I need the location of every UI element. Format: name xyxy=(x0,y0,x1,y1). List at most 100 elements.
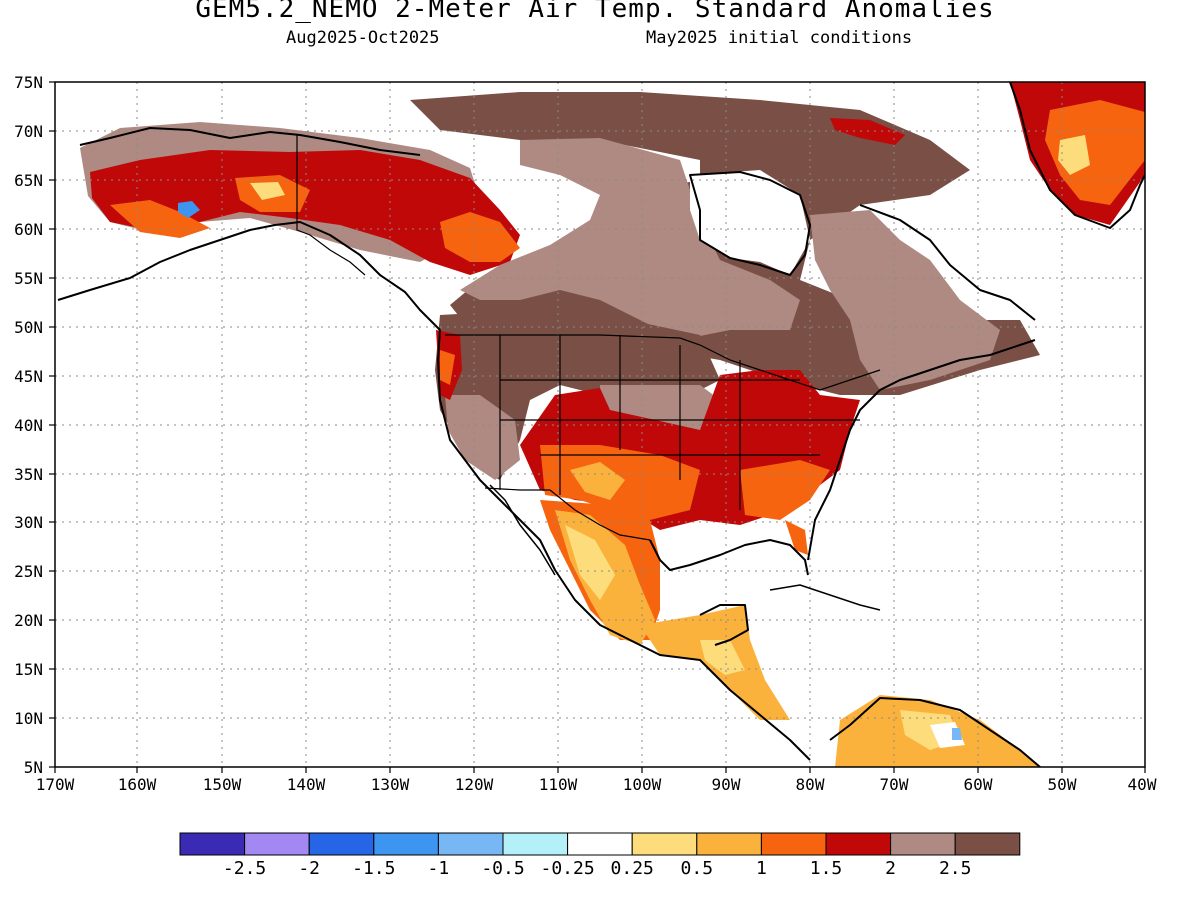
coastline-atlantic xyxy=(807,339,1036,561)
colorbar-swatch xyxy=(373,832,439,856)
anomaly-region-mexico-light-yellow xyxy=(565,525,615,600)
initial-conditions: May2025 initial conditions xyxy=(646,28,913,48)
anomaly-region-yukon-orange xyxy=(440,212,520,262)
border-us-mexico xyxy=(484,487,651,541)
anomaly-region-alaska-red xyxy=(90,150,520,275)
lat-label: 60N xyxy=(14,220,43,239)
lat-label: 25N xyxy=(14,562,43,581)
lat-label: 45N xyxy=(14,367,43,386)
longitude-labels: 170W 160W 150W 140W 130W 120W 110W 100W … xyxy=(36,775,1157,794)
colorbar-swatch xyxy=(308,832,375,856)
lat-label: 55N xyxy=(14,269,43,288)
lat-label: 40N xyxy=(14,416,43,435)
coastline-labrador xyxy=(859,204,1036,321)
colorbar xyxy=(179,832,1021,856)
lon-label: 120W xyxy=(455,775,494,794)
lon-label: 110W xyxy=(539,775,578,794)
lat-label: 20N xyxy=(14,611,43,630)
border-us-canada xyxy=(445,334,881,391)
colorbar-label: 0.5 xyxy=(681,858,714,879)
lat-label: 65N xyxy=(14,171,43,190)
anomaly-region-quebec-light xyxy=(810,210,1000,390)
coastline-alaska xyxy=(57,221,441,331)
political-borders xyxy=(296,135,881,541)
anomaly-region-hudson-bay xyxy=(690,170,810,275)
lat-label: 70N xyxy=(14,122,43,141)
lon-label: 160W xyxy=(118,775,157,794)
anomaly-region-florida-orange xyxy=(785,520,808,555)
anomaly-region-south-america-blue xyxy=(952,728,962,740)
colorbar-swatch xyxy=(437,832,504,856)
colorbar-swatch xyxy=(502,832,569,856)
anomaly-region-alaska-blue xyxy=(178,201,200,218)
border-alaska-canada xyxy=(296,135,366,276)
anomaly-region-alaska-orange xyxy=(110,200,210,238)
coastline-yucatan xyxy=(699,604,749,646)
colorbar-label: 0.25 xyxy=(611,858,654,879)
lat-label: 30N xyxy=(14,513,43,532)
coastline-baja xyxy=(489,484,556,576)
coastline-alaska-north xyxy=(79,127,421,156)
lat-label: 5N xyxy=(24,758,43,777)
anomaly-region-greenland-orange xyxy=(1045,100,1145,205)
lon-label: 130W xyxy=(371,775,410,794)
colorbar-swatch xyxy=(179,832,246,856)
coastline-cuba xyxy=(769,584,881,611)
coastline-greenland xyxy=(1009,82,1145,229)
colorbar-swatch xyxy=(244,832,310,856)
lat-label: 15N xyxy=(14,660,43,679)
colorbar-label: -2.5 xyxy=(223,858,266,879)
anomaly-region-pnw-orange xyxy=(440,350,455,385)
colorbar-label: -1.5 xyxy=(352,858,395,879)
colorbar-label: -2 xyxy=(298,858,320,879)
anomaly-region-greenland-yellow xyxy=(1058,135,1090,175)
colorbar-label: -0.5 xyxy=(481,858,524,879)
colorbar-swatch xyxy=(696,832,762,856)
colorbar-label: -1 xyxy=(428,858,450,879)
colorbar-swatch xyxy=(954,832,1021,856)
anomaly-shading xyxy=(80,82,1145,767)
colorbar-label: 2.5 xyxy=(939,858,972,879)
state-lines xyxy=(499,335,860,510)
coastline-gulf xyxy=(649,539,809,576)
anomaly-region-central-america-light xyxy=(700,640,745,675)
colorbar-label: 1.5 xyxy=(810,858,843,879)
anomaly-region-canada-light xyxy=(460,138,800,340)
lon-label: 140W xyxy=(287,775,326,794)
colorbar-label: -0.25 xyxy=(541,858,595,879)
colorbar-labels: -2.5 -2 -1.5 -1 -0.5 -0.25 0.25 0.5 1 1.… xyxy=(223,858,972,879)
colorbar-label: 2 xyxy=(885,858,896,879)
forecast-period: Aug2025-Oct2025 xyxy=(286,28,440,48)
colorbar-swatch xyxy=(631,832,698,856)
anomaly-region-us-nw-light xyxy=(445,395,520,480)
axis-tick-marks xyxy=(49,81,1146,773)
colorbar-swatch xyxy=(825,832,892,856)
map-title: GEM5.2_NEMO 2-Meter Air Temp. Standard A… xyxy=(195,0,995,24)
colorbar-swatch xyxy=(760,832,827,856)
latitude-labels: 5N 10N 15N 20N 25N 30N 35N 40N 45N 50N 5… xyxy=(14,73,43,777)
colorbar-swatch xyxy=(567,832,633,856)
anomaly-region-southeast-orange xyxy=(740,460,830,520)
colorbar-swatch xyxy=(890,832,956,856)
lon-label: 100W xyxy=(623,775,662,794)
anomaly-region-texas-yellow xyxy=(570,462,625,500)
lat-label: 35N xyxy=(14,465,43,484)
lon-label: 50W xyxy=(1048,775,1077,794)
coastlines xyxy=(57,82,1145,767)
lon-label: 80W xyxy=(796,775,825,794)
lon-label: 40W xyxy=(1128,775,1157,794)
lon-label: 150W xyxy=(203,775,242,794)
lat-label: 10N xyxy=(14,709,43,728)
anomaly-region-alaska-yellow xyxy=(250,182,285,200)
lon-label: 90W xyxy=(712,775,741,794)
colorbar-label: 1 xyxy=(756,858,767,879)
coastline-south-america xyxy=(829,697,1041,767)
lon-label: 170W xyxy=(36,775,75,794)
lon-label: 70W xyxy=(880,775,909,794)
coastline-hudson-bay xyxy=(689,171,811,276)
lat-label: 75N xyxy=(14,73,43,92)
lat-label: 50N xyxy=(14,318,43,337)
coastline-pacific-us xyxy=(437,329,811,761)
lon-label: 60W xyxy=(964,775,993,794)
